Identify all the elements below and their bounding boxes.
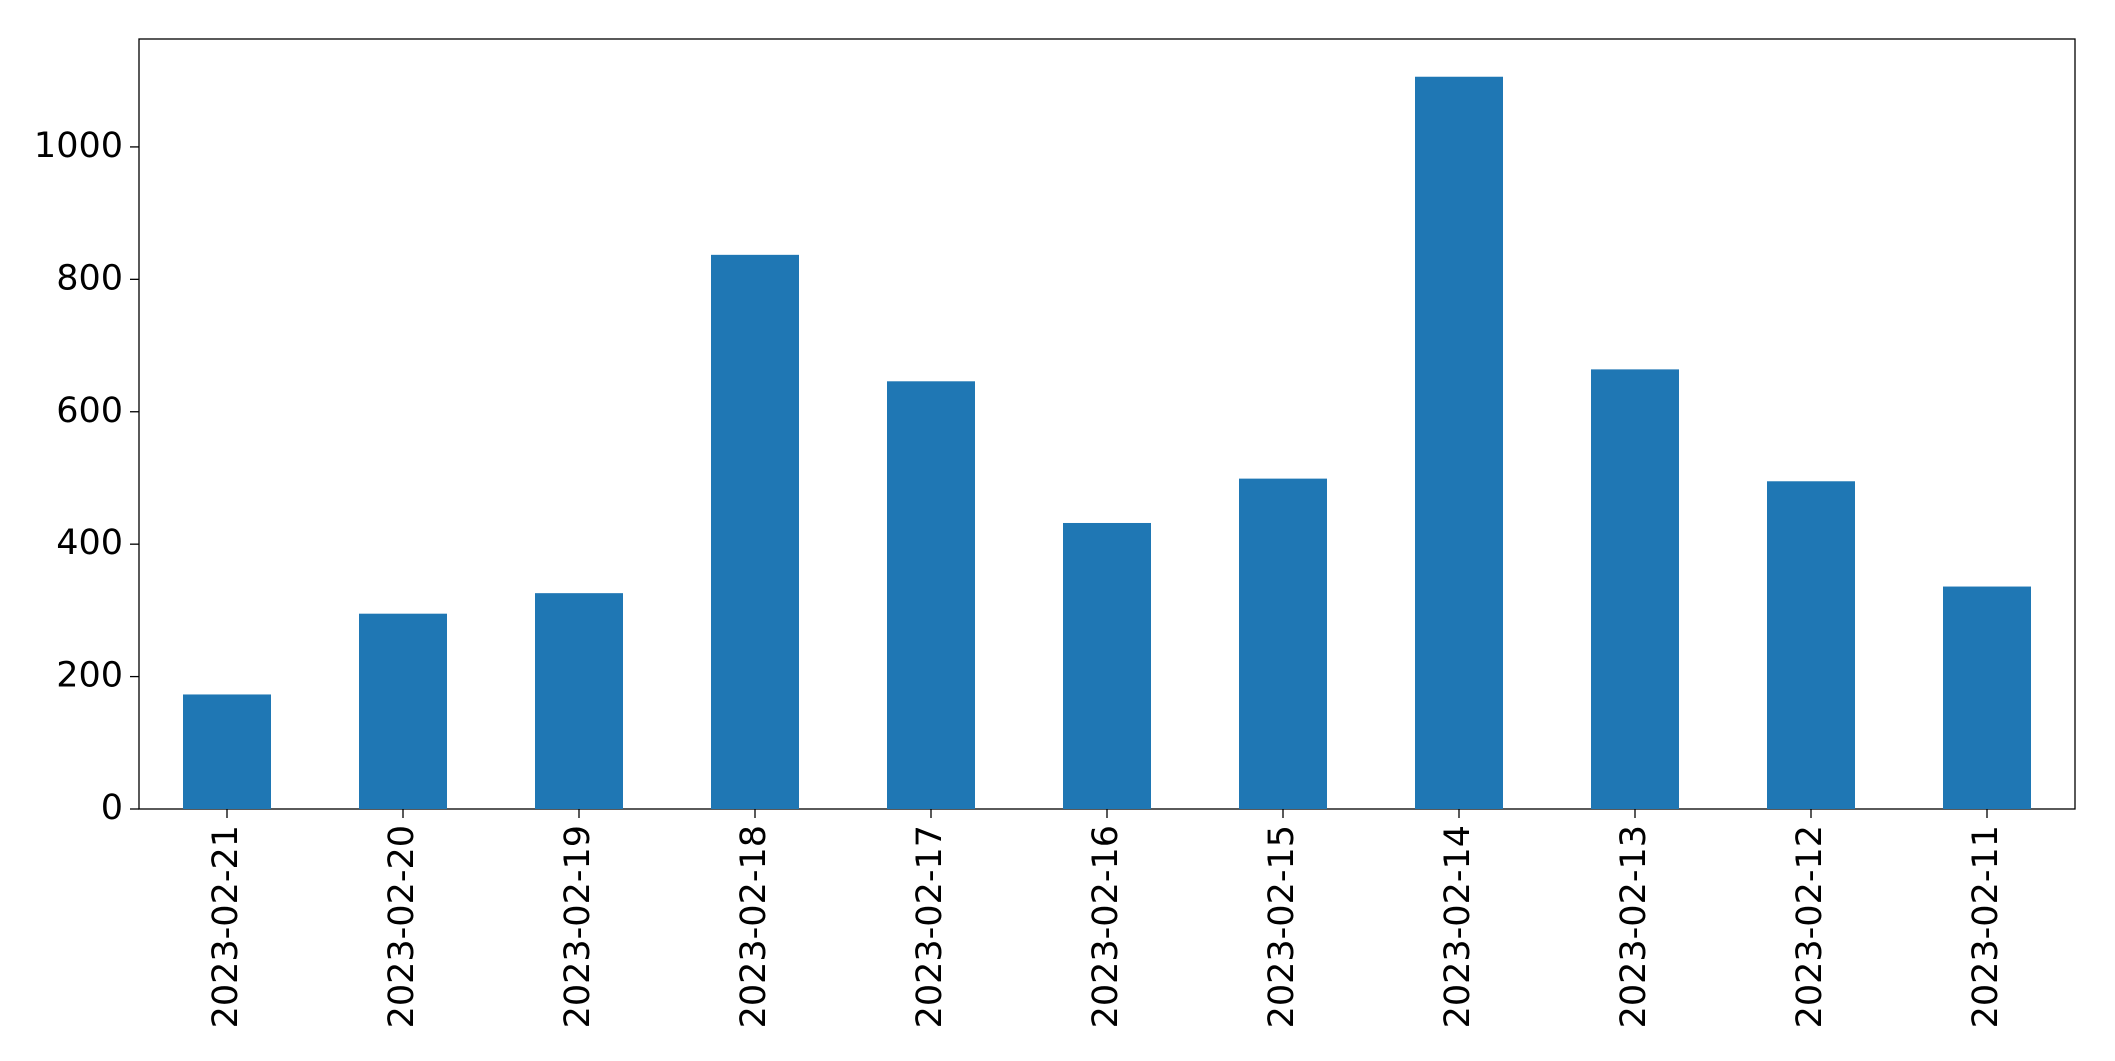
y-tick-label: 0 xyxy=(101,788,123,828)
y-tick-label: 600 xyxy=(56,391,123,431)
x-tick-label: 2023-02-15 xyxy=(1262,825,1302,1028)
bar xyxy=(887,381,975,809)
bar xyxy=(1591,369,1679,809)
bar xyxy=(1415,76,1503,810)
bar xyxy=(183,694,271,809)
y-tick-label: 200 xyxy=(56,656,123,696)
bar xyxy=(711,254,799,809)
x-tick-label: 2023-02-14 xyxy=(1438,825,1478,1028)
y-tick-label: 1000 xyxy=(34,126,123,166)
x-tick-label: 2023-02-17 xyxy=(910,825,950,1028)
x-tick-label: 2023-02-19 xyxy=(558,825,598,1028)
bar xyxy=(1063,522,1151,809)
x-tick-label: 2023-02-18 xyxy=(734,825,774,1028)
x-tick-label: 2023-02-21 xyxy=(206,825,246,1028)
y-tick-label: 800 xyxy=(56,258,123,298)
y-tick-label: 400 xyxy=(56,523,123,563)
bar xyxy=(535,593,623,809)
bar xyxy=(1943,586,2031,809)
bar xyxy=(359,613,447,809)
bar xyxy=(1239,478,1327,809)
x-tick-label: 2023-02-13 xyxy=(1614,825,1654,1028)
x-tick-label: 2023-02-11 xyxy=(1966,825,2006,1028)
bar xyxy=(1767,481,1855,809)
x-tick-label: 2023-02-20 xyxy=(382,825,422,1028)
x-tick-label: 2023-02-12 xyxy=(1790,825,1830,1028)
x-tick-label: 2023-02-16 xyxy=(1086,825,1126,1028)
